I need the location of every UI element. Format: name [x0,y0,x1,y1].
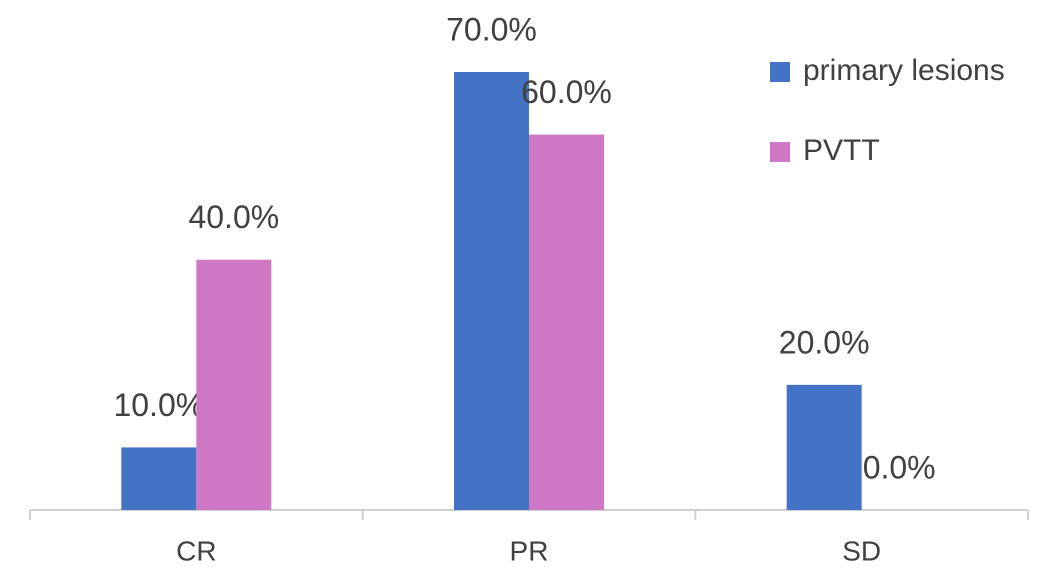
x-tick-label: PR [510,535,549,566]
legend-label: PVTT [803,134,880,167]
value-label: 60.0% [521,74,612,110]
bar [529,134,604,511]
bar [454,72,529,510]
legend-swatch [770,62,790,82]
bar [196,259,272,510]
x-tick-label: CR [176,535,216,566]
value-label: 0.0% [863,449,936,485]
value-label: 70.0% [446,11,537,47]
x-tick-label: SD [842,535,881,566]
value-label: 10.0% [113,387,204,423]
value-label: 20.0% [779,324,870,360]
bar [121,447,197,510]
value-label: 40.0% [188,199,279,235]
bar [786,384,862,510]
legend-label: primary lesions [803,54,1005,87]
legend-swatch [770,142,790,162]
